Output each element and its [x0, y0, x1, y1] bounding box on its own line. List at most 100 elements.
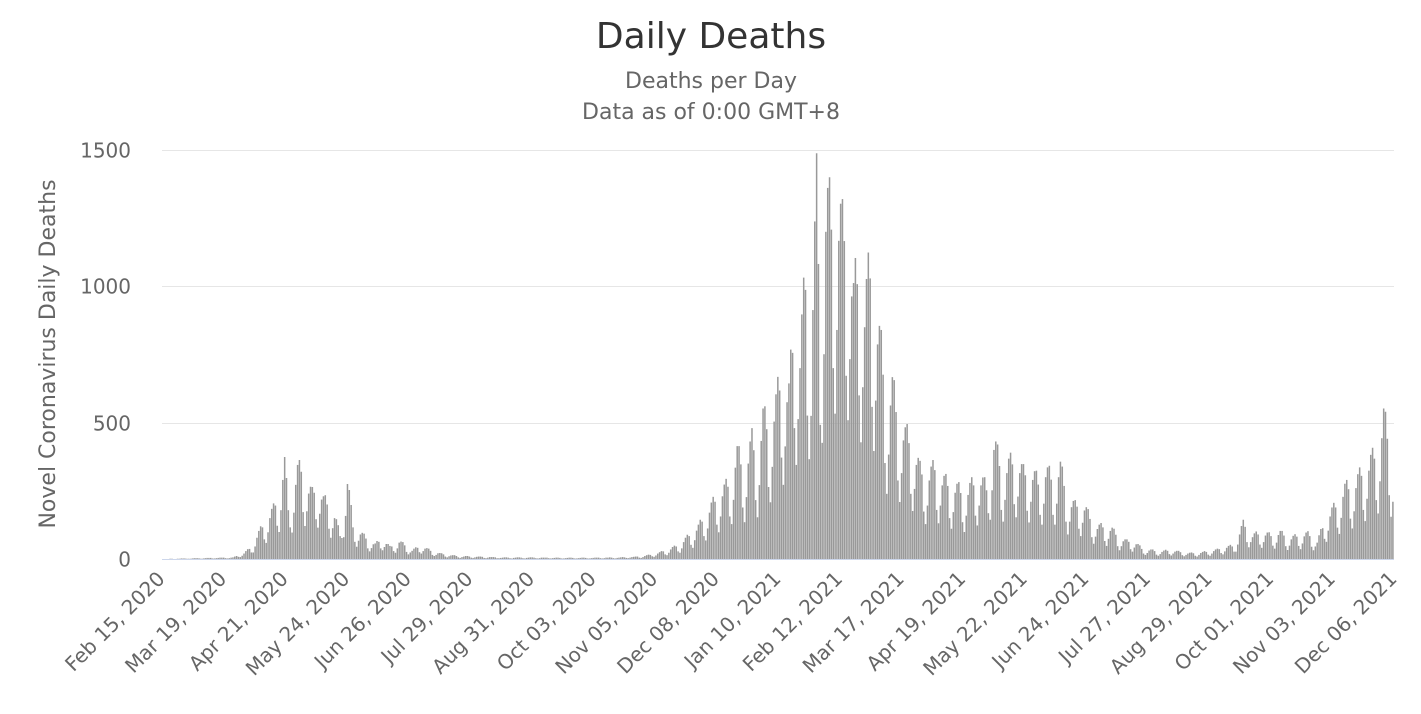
- chart-bar: [782, 484, 785, 559]
- chart-bar: [662, 551, 665, 559]
- chart-bar: [854, 257, 857, 559]
- chart-bar: [235, 556, 238, 559]
- chart-bar: [596, 557, 598, 559]
- chart-bar: [1092, 543, 1095, 559]
- chart-bar: [1085, 507, 1088, 559]
- chart-bar: [908, 443, 910, 559]
- chart-bar: [553, 557, 556, 559]
- chart-bar: [1139, 545, 1141, 559]
- chart-bar: [265, 542, 267, 559]
- chart-bar: [566, 557, 569, 559]
- chart-bar: [1240, 526, 1243, 559]
- chart-bar: [935, 509, 938, 559]
- chart-bar: [219, 557, 221, 559]
- chart-bar: [904, 427, 907, 559]
- chart-bar: [488, 557, 491, 559]
- chart-bar: [1379, 481, 1381, 559]
- chart-bar: [627, 558, 629, 559]
- chart-bar: [1196, 556, 1198, 559]
- chart-bar: [302, 512, 304, 559]
- chart-bar: [1067, 534, 1069, 559]
- chart-bar: [1373, 458, 1376, 559]
- chart-bar: [1163, 550, 1165, 559]
- chart-bar: [1166, 550, 1169, 559]
- chart-bar: [681, 548, 683, 559]
- chart-bar: [612, 558, 615, 559]
- chart-bar: [1297, 545, 1300, 559]
- chart-bar: [1222, 554, 1224, 559]
- chart-bar: [466, 556, 469, 559]
- chart-bar: [1194, 555, 1197, 559]
- chart-bar: [215, 558, 218, 559]
- chart-bar: [812, 310, 814, 559]
- chart-bar: [993, 449, 995, 559]
- chart-bar: [457, 557, 460, 559]
- chart-bar: [948, 518, 951, 559]
- chart-bar: [337, 525, 339, 559]
- chart-bar: [1259, 544, 1261, 559]
- chart-bar: [1096, 529, 1099, 559]
- chart-bar: [605, 557, 607, 559]
- chart-bar: [891, 377, 894, 559]
- chart-bar: [647, 554, 650, 559]
- chart-bar: [1133, 547, 1136, 559]
- chart-bar: [716, 524, 718, 559]
- y-tick-labels: 0 500 1000 1500: [80, 139, 131, 572]
- chart-bar: [476, 556, 478, 559]
- chart-bar: [802, 277, 805, 559]
- chart-bar: [653, 556, 655, 559]
- chart-bar: [1244, 526, 1246, 559]
- chart-bar: [769, 502, 772, 559]
- chart-bar: [381, 550, 384, 559]
- chart-bar: [756, 517, 759, 559]
- chart-bar: [1283, 535, 1285, 559]
- chart-bar: [775, 394, 777, 559]
- chart-bar: [1157, 555, 1160, 559]
- chart-bar: [1190, 552, 1193, 559]
- chart-bar: [518, 557, 520, 559]
- chart-bar: [1146, 553, 1148, 559]
- chart-bar: [372, 544, 375, 559]
- y-tick-label: 500: [93, 412, 131, 436]
- chart-bar: [1233, 551, 1235, 559]
- chart-bar: [852, 283, 855, 559]
- chart-bar: [584, 557, 587, 559]
- chart-bar: [847, 420, 849, 559]
- chart-bar: [1135, 544, 1137, 559]
- chart-bar: [921, 474, 923, 559]
- y-tick-label: 1500: [80, 139, 131, 163]
- chart-bar: [706, 528, 709, 559]
- chart-bar: [1270, 536, 1272, 559]
- chart-bar: [1153, 551, 1156, 559]
- chart-bar: [198, 558, 201, 559]
- chart-bar: [592, 557, 594, 559]
- chart-bar: [928, 480, 931, 559]
- chart-bar: [1102, 527, 1104, 559]
- chart-bar: [210, 557, 212, 559]
- chart-bar: [394, 552, 397, 559]
- chart-bar: [623, 557, 626, 559]
- chart-bar: [1382, 408, 1385, 559]
- chart-bar: [581, 557, 583, 559]
- chart-bar: [525, 557, 528, 559]
- chart-bar: [1288, 545, 1291, 559]
- chart-bar: [1351, 528, 1354, 559]
- chart-bar: [1033, 471, 1036, 559]
- chart-bar: [252, 552, 255, 559]
- chart-bar: [516, 557, 519, 559]
- chart-bar: [708, 512, 711, 559]
- chart-bar: [1105, 545, 1108, 559]
- chart-bar: [248, 548, 251, 559]
- chart-bar: [1020, 464, 1023, 559]
- chart-bar: [910, 493, 912, 559]
- chart-bar: [682, 542, 685, 559]
- chart-bar: [911, 511, 914, 559]
- chart-bar: [607, 557, 609, 559]
- chart-bar: [1063, 485, 1065, 559]
- chart-bar: [701, 521, 703, 559]
- chart-bar: [989, 519, 991, 559]
- chart-bar: [876, 344, 879, 559]
- chart-bar: [1212, 551, 1215, 559]
- chart-bar: [451, 555, 454, 559]
